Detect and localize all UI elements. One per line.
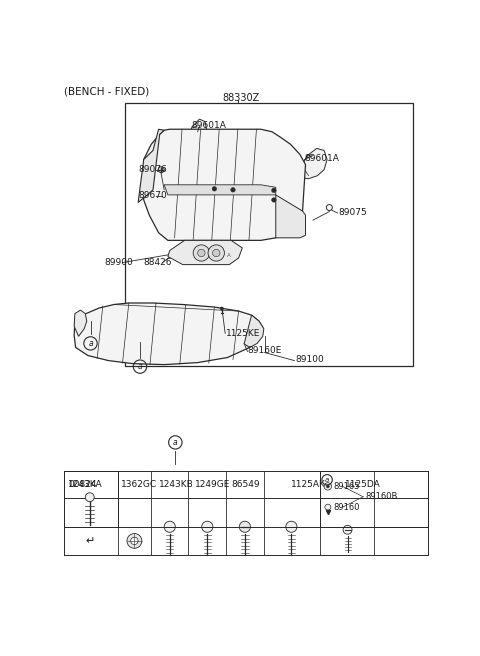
Circle shape — [326, 485, 329, 488]
Text: 1243KB: 1243KB — [158, 480, 193, 489]
Circle shape — [286, 522, 297, 532]
Circle shape — [127, 533, 142, 548]
Text: 89160: 89160 — [334, 502, 360, 512]
Text: 89670: 89670 — [139, 192, 168, 200]
Polygon shape — [168, 240, 242, 264]
Polygon shape — [138, 129, 164, 203]
Text: 89075: 89075 — [338, 207, 367, 216]
Circle shape — [131, 537, 138, 544]
Circle shape — [240, 522, 251, 532]
Text: 1362GC: 1362GC — [121, 480, 157, 489]
Text: a: a — [138, 362, 142, 371]
Bar — [64, 471, 118, 527]
Text: 1243KA: 1243KA — [68, 480, 103, 489]
Text: 1125DA: 1125DA — [345, 480, 380, 489]
Polygon shape — [300, 148, 327, 178]
Circle shape — [324, 483, 332, 490]
Polygon shape — [244, 315, 264, 348]
Circle shape — [272, 188, 276, 193]
Text: 1249GE: 1249GE — [195, 480, 230, 489]
Polygon shape — [144, 129, 305, 240]
Circle shape — [213, 249, 220, 256]
Text: 89076: 89076 — [139, 165, 168, 174]
Text: 89900: 89900 — [104, 258, 132, 267]
Text: 89160B: 89160B — [365, 492, 397, 501]
Text: 1125AK: 1125AK — [290, 480, 325, 489]
Circle shape — [212, 186, 216, 191]
Polygon shape — [186, 119, 207, 150]
Circle shape — [193, 245, 210, 261]
Text: a: a — [325, 477, 329, 483]
Bar — [125, 103, 413, 365]
Polygon shape — [164, 185, 276, 195]
Circle shape — [325, 504, 331, 510]
Text: 89160E: 89160E — [248, 346, 282, 355]
Text: 89165: 89165 — [334, 482, 360, 491]
Text: 88330Z: 88330Z — [222, 93, 260, 104]
Text: 00824: 00824 — [68, 480, 96, 489]
Bar — [321, 471, 428, 527]
Circle shape — [198, 249, 205, 256]
Circle shape — [343, 525, 352, 534]
Text: 89601A: 89601A — [192, 121, 226, 130]
Polygon shape — [74, 310, 87, 337]
Circle shape — [208, 245, 225, 261]
Circle shape — [231, 188, 235, 192]
Text: 89601A: 89601A — [305, 154, 340, 163]
Text: 88426: 88426 — [144, 258, 172, 267]
Text: a: a — [88, 339, 93, 348]
Text: ↵: ↵ — [85, 536, 95, 546]
Text: a: a — [173, 438, 178, 447]
Circle shape — [272, 197, 276, 202]
Text: 1125KE: 1125KE — [226, 329, 260, 338]
Text: 86549: 86549 — [232, 480, 261, 489]
Polygon shape — [74, 303, 263, 365]
Circle shape — [202, 522, 213, 532]
Circle shape — [220, 307, 223, 310]
Text: 89100: 89100 — [295, 355, 324, 364]
Text: A: A — [228, 253, 231, 258]
Circle shape — [85, 493, 94, 502]
Polygon shape — [276, 195, 305, 238]
Circle shape — [164, 522, 175, 532]
Text: (BENCH - FIXED): (BENCH - FIXED) — [64, 87, 150, 96]
